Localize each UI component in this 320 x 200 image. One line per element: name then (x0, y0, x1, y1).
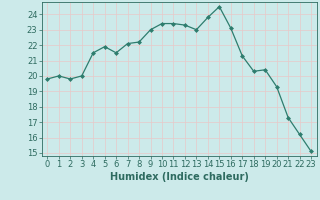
X-axis label: Humidex (Indice chaleur): Humidex (Indice chaleur) (110, 172, 249, 182)
